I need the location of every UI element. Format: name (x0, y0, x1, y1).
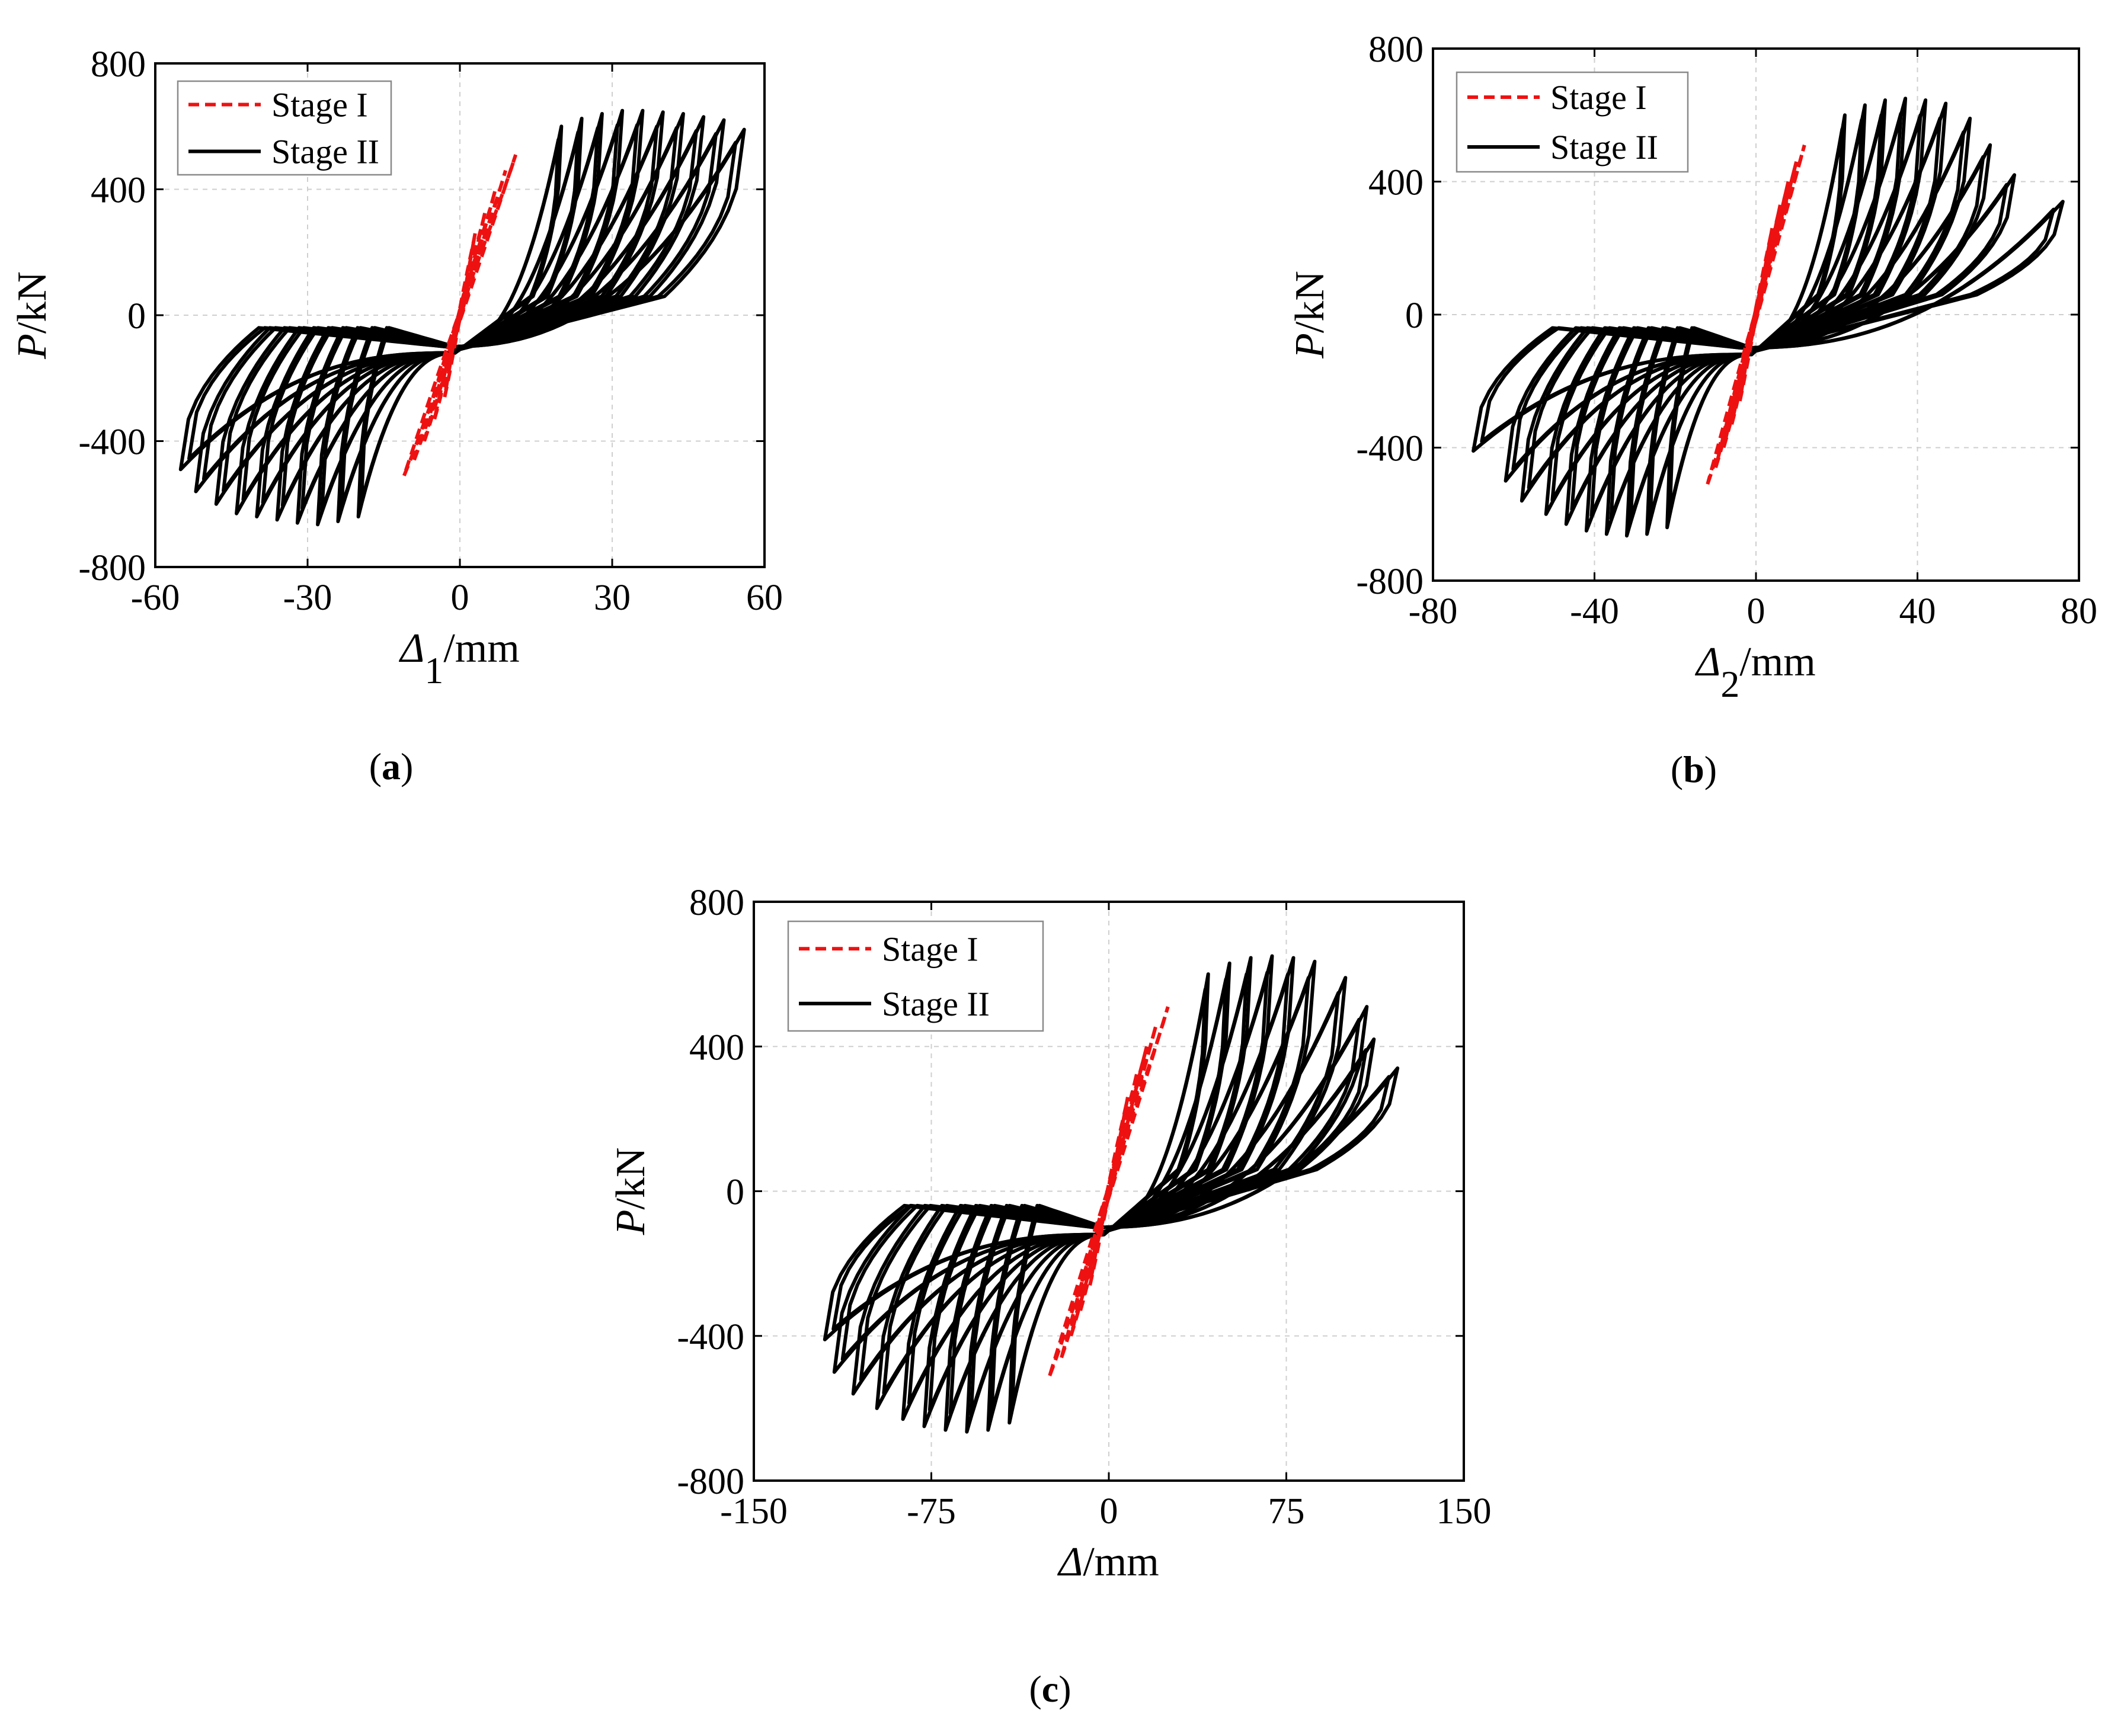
legend-label: Stage I (271, 86, 368, 124)
legend-label: Stage II (882, 985, 990, 1023)
curves-b (1472, 97, 2065, 538)
chart-panel-b: -80 -40 0 40 80-800-4000400800Δ2/mmP/kNStage… (1287, 30, 2097, 790)
x-tick-label: -60 (131, 578, 180, 618)
y-tick-label: -800 (677, 1462, 744, 1502)
x-tick-label: 0 (1100, 1491, 1118, 1532)
x-tick-label: 60 (746, 578, 783, 618)
x-tick-label: -75 (907, 1491, 956, 1532)
stage1-loop (1048, 1006, 1170, 1376)
x-tick-label: -30 (283, 578, 332, 618)
stage1-loop (1706, 145, 1806, 485)
x-axis-title: Δ2/mm (1694, 639, 1815, 705)
y-tick-label: -400 (78, 422, 146, 463)
x-tick-label: 80 (2061, 591, 2097, 632)
y-tick-label: 0 (1405, 296, 1424, 336)
stage1-loop (1069, 1046, 1149, 1337)
x-tick-label: 40 (1899, 591, 1936, 632)
y-tick-label: -800 (78, 548, 146, 588)
y-tick-label: 400 (1368, 163, 1424, 203)
x-tick-label: 75 (1268, 1491, 1305, 1532)
chart-panel-a: -60 -30 0 30 60 -800 -400 0 400 800 Δ1/mm P/kN Stage… (9, 44, 783, 787)
y-tick-label: 0 (127, 296, 146, 337)
y-tick-label: 400 (91, 171, 146, 211)
legend-label: Stage II (1550, 128, 1658, 166)
y-tick-label: -400 (1356, 429, 1424, 469)
legend: Stage I Stage II (1456, 71, 1689, 173)
x-tick-label: 30 (594, 578, 631, 618)
legend: Stage I Stage II (787, 920, 1044, 1032)
panel-label: (b) (1671, 748, 1717, 790)
curves-c (823, 954, 1400, 1434)
y-tick-label: 400 (689, 1027, 744, 1068)
y-tick-label: 800 (1368, 30, 1424, 70)
x-tick-label: -40 (1570, 591, 1619, 632)
x-tick-label: -150 (720, 1491, 788, 1532)
y-axis-title: P/kN (9, 271, 55, 360)
x-tick-label: 0 (451, 578, 469, 618)
legend: Stage I Stage II (177, 80, 392, 176)
panel-label: (c) (1029, 1668, 1071, 1710)
y-tick-label: -800 (1356, 562, 1424, 602)
x-tick-label: 150 (1437, 1491, 1492, 1532)
y-tick-label: -400 (677, 1317, 744, 1357)
x-tick-label: 0 (1747, 591, 1765, 632)
x-tick-label: -80 (1409, 591, 1458, 632)
x-axis-title: Δ1/mm (398, 626, 519, 691)
stage1-loop (1088, 1097, 1130, 1286)
chart-panel-c: -150 -75 0 75 150 -800 -400 0 400 800 Δ/mm P/kN Stag… (608, 883, 1492, 1710)
y-axis-title: P/kN (608, 1148, 654, 1236)
legend-label: Stage I (1550, 78, 1647, 117)
y-tick-label: 800 (91, 44, 146, 85)
stage1-loop (402, 154, 518, 477)
legend-label: Stage I (882, 930, 978, 968)
stage2-loop-repeat (1511, 182, 2008, 471)
x-axis-title: Δ/mm (1057, 1539, 1159, 1585)
y-tick-label: 800 (689, 883, 744, 923)
curves-a (178, 108, 746, 527)
panel-label: (a) (369, 745, 414, 787)
stage1-loop (423, 188, 497, 442)
y-axis-title: P/kN (1287, 271, 1333, 359)
legend-label: Stage II (271, 133, 379, 171)
y-tick-label: 0 (726, 1173, 744, 1213)
